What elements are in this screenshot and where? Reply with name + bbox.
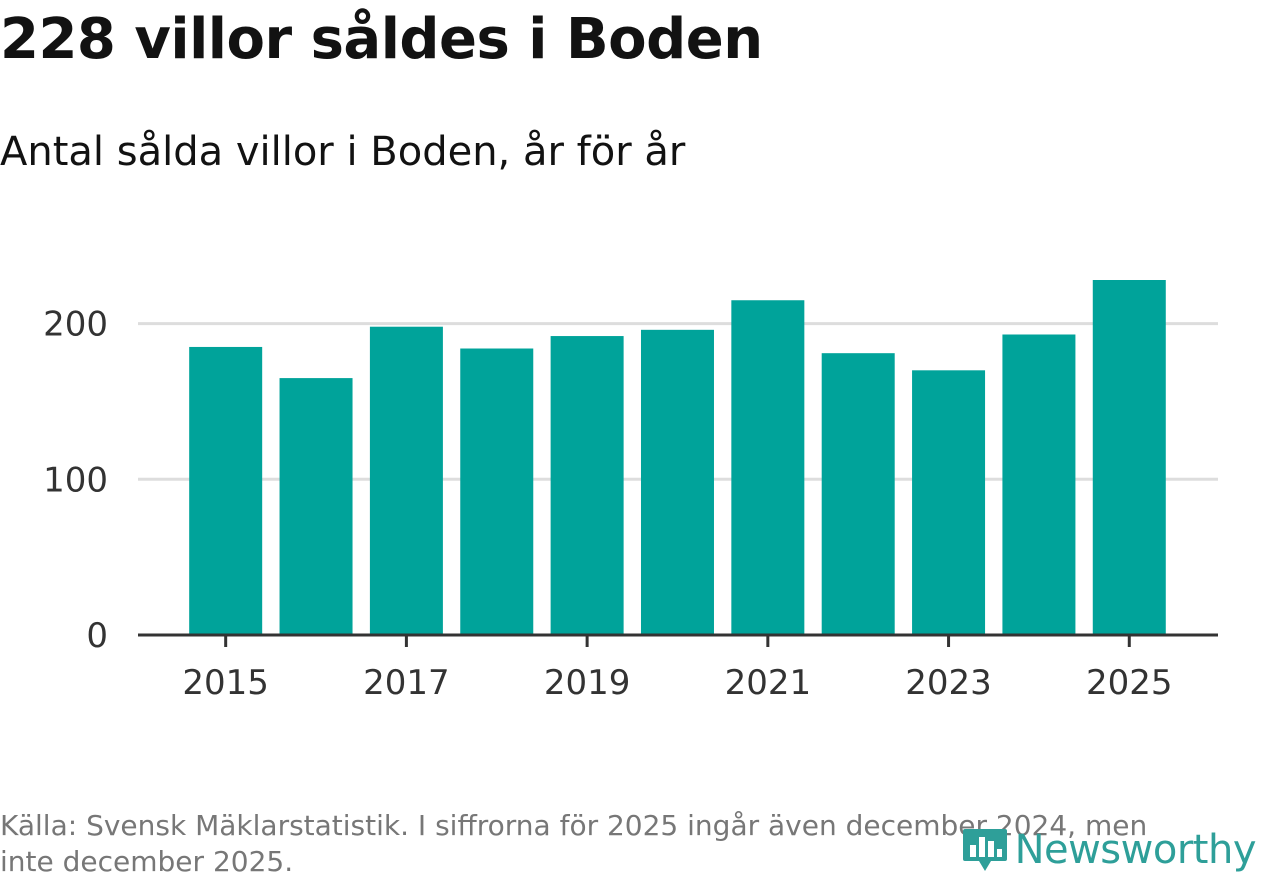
bars — [189, 280, 1166, 635]
x-axis — [138, 633, 1218, 647]
newsworthy-logo: Newsworthy — [961, 827, 1257, 873]
x-tick-label-2019: 2019 — [544, 663, 631, 703]
bar-2025 — [1092, 280, 1166, 635]
y-tick-label-100: 100 — [43, 460, 108, 500]
bar-2022 — [821, 353, 895, 635]
bar-2024 — [1002, 334, 1076, 635]
x-tick-label-2015: 2015 — [182, 663, 269, 703]
y-tick-label-0: 0 — [86, 616, 108, 656]
y-tick-label-200: 200 — [43, 305, 108, 345]
bar-2015 — [189, 346, 263, 635]
bar-2019 — [550, 336, 624, 635]
tick-labels: 0 100 200 2015 2017 2019 2021 2023 2025 — [43, 305, 1172, 703]
bar-2023 — [912, 370, 986, 635]
chart-title: 228 villor såldes i Boden — [0, 7, 763, 72]
bar-2021 — [731, 300, 805, 635]
bar-chart: 0 100 200 2015 2017 2019 2021 2023 2025 — [43, 280, 1218, 703]
x-tick-label-2017: 2017 — [363, 663, 450, 703]
x-tick-label-2025: 2025 — [1086, 663, 1173, 703]
bar-2020 — [640, 329, 714, 635]
chart-subtitle: Antal sålda villor i Boden, år för år — [0, 129, 686, 175]
x-tick-label-2023: 2023 — [905, 663, 992, 703]
x-tick-label-2021: 2021 — [725, 663, 812, 703]
bar-2017 — [369, 326, 443, 635]
newsworthy-bar-chart-icon — [962, 829, 1007, 871]
bar-2018 — [460, 348, 534, 635]
source-note: Källa: Svensk Mäklarstatistik. I siffror… — [0, 809, 1148, 878]
bar-2016 — [279, 378, 353, 635]
logo-text: Newsworthy — [1014, 827, 1257, 873]
